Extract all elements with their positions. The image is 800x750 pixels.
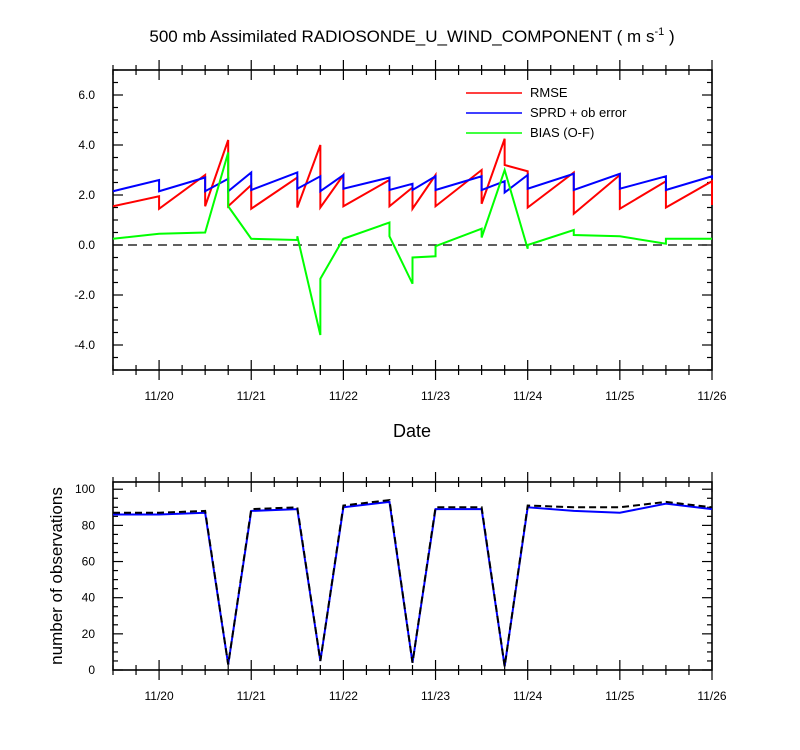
bottom-x-tick-label: 11/21: [237, 689, 266, 703]
top-x-tick-label: 11/24: [513, 389, 542, 403]
legend-label: SPRD + ob error: [530, 105, 627, 120]
top-y-tick-label: 2.0: [78, 188, 95, 202]
top-x-tick-label: 11/26: [697, 389, 726, 403]
top-x-axis-title: Date: [393, 421, 431, 441]
top-series-line-bias-o-f-: [112, 152, 712, 336]
bottom-x-tick-label: 11/26: [697, 689, 726, 703]
bottom-y-tick-label: 0: [88, 663, 95, 677]
top-chart-title: 500 mb Assimilated RADIOSONDE_U_WIND_COM…: [149, 26, 674, 46]
bottom-y-tick-label: 100: [75, 482, 95, 496]
bottom-y-tick-label: 80: [82, 518, 96, 532]
top-series-line-rmse: [112, 138, 713, 216]
bottom-y-axis-title: number of observations: [47, 487, 66, 665]
bottom-y-tick-label: 60: [82, 555, 96, 569]
top-y-tick-label: 4.0: [78, 138, 95, 152]
top-chart-title-close: ): [664, 27, 674, 46]
top-chart-title-main: 500 mb Assimilated RADIOSONDE_U_WIND_COM…: [149, 27, 654, 46]
top-x-tick-label: 11/20: [145, 389, 174, 403]
top-x-tick-label: 11/22: [329, 389, 358, 403]
bottom-plot-area: 11/20 11/21 11/22 11/23 11/24 11/25 11/26 0 20 40…: [75, 472, 727, 703]
top-x-tick-label: 11/25: [605, 389, 634, 403]
top-x-tick-label: 11/23: [421, 389, 450, 403]
top-y-tick-label: 0.0: [78, 238, 95, 252]
top-y-tick-label: -2.0: [74, 288, 95, 302]
top-x-tick-label: 11/21: [237, 389, 266, 403]
top-chart-title-superscript: -1: [654, 26, 664, 38]
legend-label: BIAS (O-F): [530, 125, 594, 140]
top-plot-area: 11/20 11/21 11/22 11/23 11/24 11/25 11/26 -4.0 -…: [74, 60, 727, 403]
legend-label: RMSE: [530, 85, 568, 100]
bottom-series-line-possible: [113, 498, 713, 667]
top-y-tick-label: 6.0: [78, 88, 95, 102]
bottom-x-tick-label: 11/20: [145, 689, 174, 703]
bottom-x-tick-label: 11/23: [421, 689, 450, 703]
bottom-y-tick-label: 40: [82, 591, 96, 605]
bottom-series-line-assimilated: [113, 500, 713, 667]
bottom-x-tick-label: 11/24: [513, 689, 542, 703]
bottom-x-tick-label: 11/22: [329, 689, 358, 703]
top-y-tick-label: -4.0: [74, 338, 95, 352]
bottom-x-tick-label: 11/25: [605, 689, 634, 703]
bottom-y-tick-label: 20: [82, 627, 96, 641]
